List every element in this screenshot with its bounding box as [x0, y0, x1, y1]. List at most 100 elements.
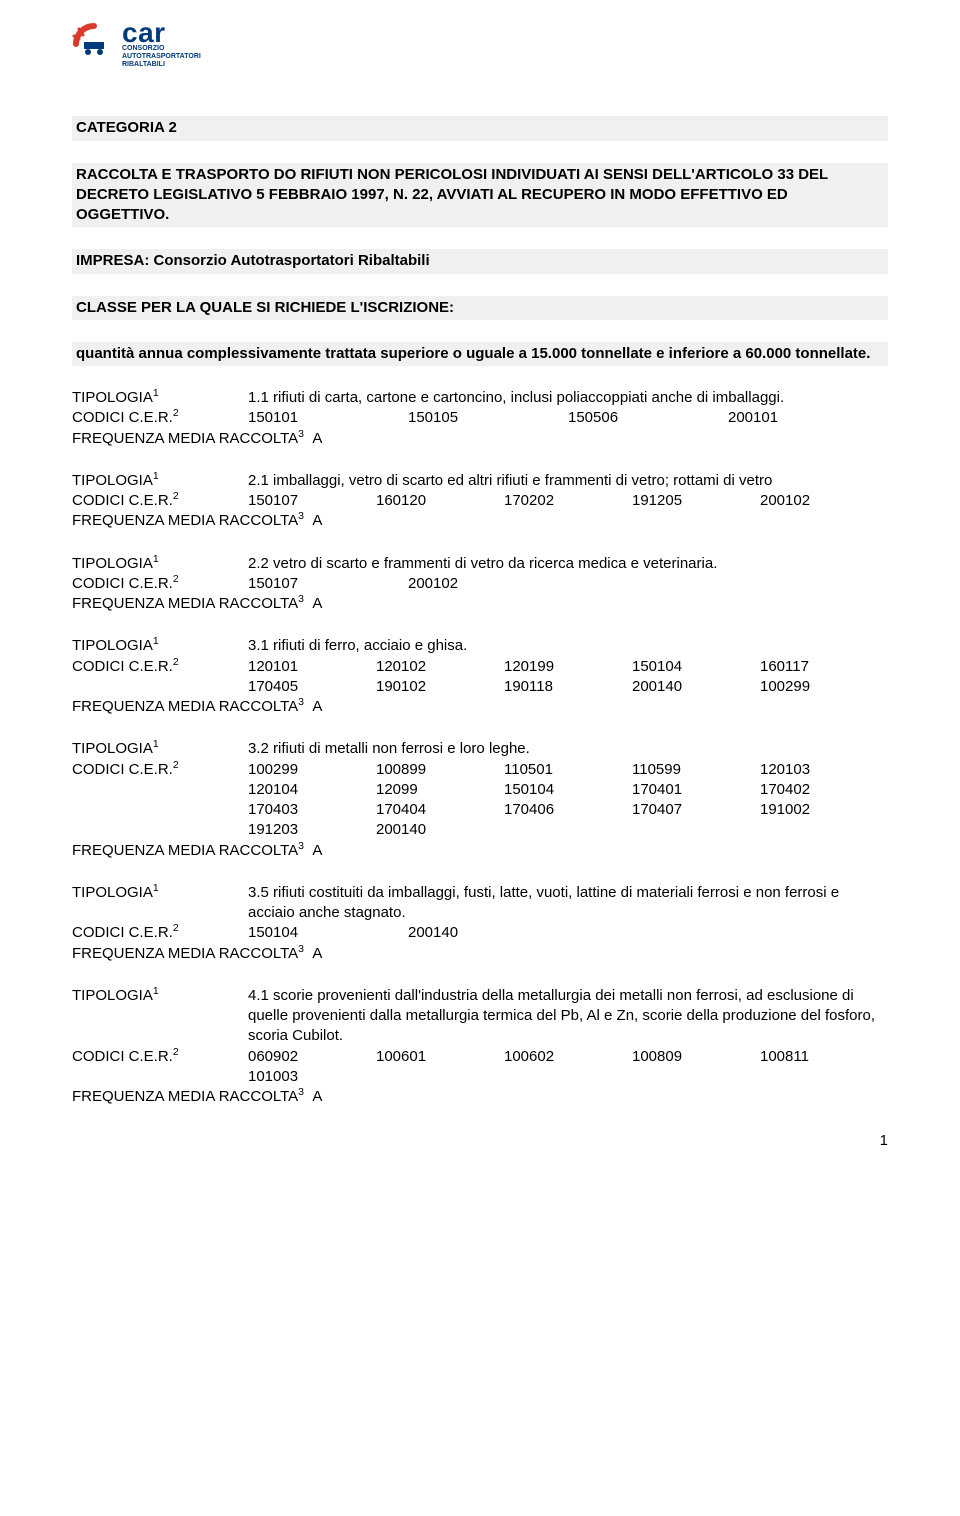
codici-label: CODICI C.E.R.2 — [72, 408, 248, 428]
code-value: 190102 — [376, 677, 504, 697]
tipologia-label: TIPOLOGIA1 — [72, 471, 248, 491]
code-value: 150104 — [504, 780, 632, 800]
codici-label: CODICI C.E.R.2 — [72, 574, 248, 594]
code-value: 12099 — [376, 780, 504, 800]
tipologia-row: TIPOLOGIA11.1 rifiuti di carta, cartone … — [72, 388, 888, 408]
frequenza-label: FREQUENZA MEDIA RACCOLTA3 A — [72, 1087, 322, 1107]
code-value: 170403 — [248, 800, 376, 820]
tipologia-desc: 4.1 scorie provenienti dall'industria de… — [248, 986, 888, 1047]
code-value: 191002 — [760, 800, 888, 820]
code-value: 120101 — [248, 657, 376, 677]
logo-sub-3: RIBALTABILI — [122, 61, 201, 69]
codici-label: CODICI C.E.R.2 — [72, 923, 248, 943]
tipologia-desc: 2.1 imballaggi, vetro di scarto ed altri… — [248, 471, 888, 491]
code-value: 160120 — [376, 491, 504, 511]
frequenza-row: FREQUENZA MEDIA RACCOLTA3 A — [72, 841, 888, 861]
frequenza-row: FREQUENZA MEDIA RACCOLTA3 A — [72, 429, 888, 449]
tipologia-row: TIPOLOGIA13.5 rifiuti costituiti da imba… — [72, 883, 888, 924]
codici-row: CODICI C.E.R.2150104200140 — [72, 923, 888, 943]
code-value: 170406 — [504, 800, 632, 820]
tipologia-label: TIPOLOGIA1 — [72, 739, 248, 759]
document-page: car CONSORZIO AUTOTRASPORTATORI RIBALTAB… — [0, 0, 960, 1182]
code-value: 120199 — [504, 657, 632, 677]
code-value: 150506 — [568, 408, 728, 428]
codici-values: 150107160120170202191205200102 — [248, 491, 888, 511]
codici-row: CODICI C.E.R.206090210060110060210080910… — [72, 1047, 888, 1088]
code-value: 100299 — [248, 760, 376, 780]
tipologia-row: TIPOLOGIA14.1 scorie provenienti dall'in… — [72, 986, 888, 1047]
tipologia-block: TIPOLOGIA13.5 rifiuti costituiti da imba… — [72, 883, 888, 964]
logo-badge: car CONSORZIO AUTOTRASPORTATORI RIBALTAB… — [72, 20, 201, 68]
codici-values: 1201011201021201991501041601171704051901… — [248, 657, 888, 698]
code-value: 160117 — [760, 657, 888, 677]
code-value: 200102 — [408, 574, 568, 594]
code-value: 100899 — [376, 760, 504, 780]
code-value: 200140 — [632, 677, 760, 697]
tipologia-block: TIPOLOGIA11.1 rifiuti di carta, cartone … — [72, 388, 888, 449]
code-value: 191203 — [248, 820, 376, 840]
codici-values: 150107200102 — [248, 574, 888, 594]
code-value: 100811 — [760, 1047, 888, 1067]
frequenza-row: FREQUENZA MEDIA RACCOLTA3 A — [72, 697, 888, 717]
frequenza-row: FREQUENZA MEDIA RACCOLTA3 A — [72, 1087, 888, 1107]
tipologia-label: TIPOLOGIA1 — [72, 388, 248, 408]
code-value: 110501 — [504, 760, 632, 780]
code-value: 150105 — [408, 408, 568, 428]
tipologia-block: TIPOLOGIA12.1 imballaggi, vetro di scart… — [72, 471, 888, 532]
quantita-band: quantità annua complessivamente trattata… — [72, 342, 888, 366]
codici-label: CODICI C.E.R.2 — [72, 657, 248, 677]
codici-values: 060902100601100602100809100811101003 — [248, 1047, 888, 1088]
codici-values: 100299100899110501110599120103 1201041209… — [248, 760, 888, 841]
frequenza-label: FREQUENZA MEDIA RACCOLTA3 A — [72, 944, 322, 964]
code-value: 200140 — [376, 820, 504, 840]
code-value: 120102 — [376, 657, 504, 677]
code-value: 120103 — [760, 760, 888, 780]
code-value: 200101 — [728, 408, 888, 428]
code-value: 170405 — [248, 677, 376, 697]
tipologia-label: TIPOLOGIA1 — [72, 554, 248, 574]
codici-values: 150101150105150506200101 — [248, 408, 888, 428]
classe-band: CLASSE PER LA QUALE SI RICHIEDE L'ISCRIZ… — [72, 296, 888, 320]
codici-label: CODICI C.E.R.2 — [72, 491, 248, 511]
tipologia-desc: 2.2 vetro di scarto e frammenti di vetro… — [248, 554, 888, 574]
tipologia-row: TIPOLOGIA12.1 imballaggi, vetro di scart… — [72, 471, 888, 491]
tipologia-block: TIPOLOGIA13.2 rifiuti di metalli non fer… — [72, 739, 888, 861]
code-value: 120104 — [248, 780, 376, 800]
tipologia-block: TIPOLOGIA12.2 vetro di scarto e framment… — [72, 554, 888, 615]
logo-sub-1: CONSORZIO — [122, 45, 201, 53]
tipologia-desc: 1.1 rifiuti di carta, cartone e cartonci… — [248, 388, 888, 408]
tipologia-label: TIPOLOGIA1 — [72, 636, 248, 656]
frequenza-label: FREQUENZA MEDIA RACCOLTA3 A — [72, 697, 322, 717]
classe-text: CLASSE PER LA QUALE SI RICHIEDE L'ISCRIZ… — [76, 299, 454, 316]
tipologia-row: TIPOLOGIA13.1 rifiuti di ferro, acciaio … — [72, 636, 888, 656]
tipologia-desc: 3.2 rifiuti di metalli non ferrosi e lor… — [248, 739, 888, 759]
codici-label: CODICI C.E.R.2 — [72, 1047, 248, 1067]
code-value: 150104 — [632, 657, 760, 677]
categoria-label: CATEGORIA 2 — [76, 119, 177, 136]
frequenza-label: FREQUENZA MEDIA RACCOLTA3 A — [72, 429, 322, 449]
code-value: 100299 — [760, 677, 888, 697]
tipologia-block: TIPOLOGIA13.1 rifiuti di ferro, acciaio … — [72, 636, 888, 717]
categoria-band: CATEGORIA 2 — [72, 116, 888, 140]
code-value: 170202 — [504, 491, 632, 511]
code-value: 170407 — [632, 800, 760, 820]
code-value: 191205 — [632, 491, 760, 511]
logo-arc-icon — [72, 22, 116, 66]
code-value: 190118 — [504, 677, 632, 697]
tipologia-row: TIPOLOGIA12.2 vetro di scarto e framment… — [72, 554, 888, 574]
code-value: 110599 — [632, 760, 760, 780]
codici-row: CODICI C.E.R.212010112010212019915010416… — [72, 657, 888, 698]
codici-row: CODICI C.E.R.2150107200102 — [72, 574, 888, 594]
tipologia-label: TIPOLOGIA1 — [72, 883, 248, 903]
code-value: 060902 — [248, 1047, 376, 1067]
frequenza-row: FREQUENZA MEDIA RACCOLTA3 A — [72, 944, 888, 964]
code-value: 150107 — [248, 574, 408, 594]
codici-values: 150104200140 — [248, 923, 888, 943]
frequenza-row: FREQUENZA MEDIA RACCOLTA3 A — [72, 511, 888, 531]
frequenza-label: FREQUENZA MEDIA RACCOLTA3 A — [72, 511, 322, 531]
code-value: 150101 — [248, 408, 408, 428]
description-band: RACCOLTA E TRASPORTO DO RIFIUTI NON PERI… — [72, 163, 888, 228]
codici-row: CODICI C.E.R.215010716012017020219120520… — [72, 491, 888, 511]
logo: car CONSORZIO AUTOTRASPORTATORI RIBALTAB… — [72, 20, 888, 68]
code-value: 200102 — [760, 491, 888, 511]
